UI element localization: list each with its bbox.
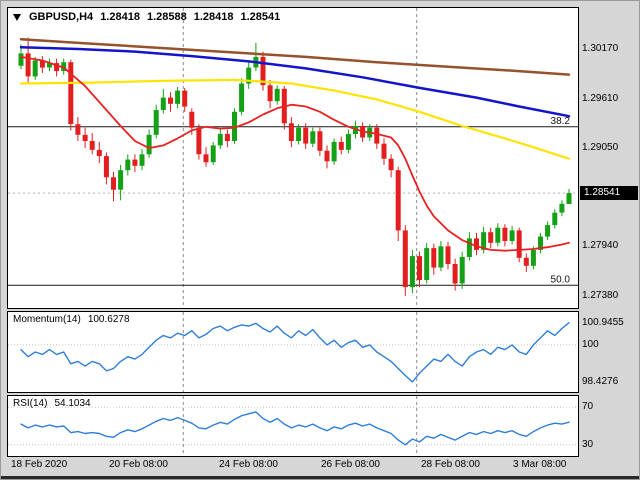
close-value: 1.28541 [240,11,281,23]
current-price-badge: 1.28541 [580,186,638,201]
svg-text:38.2: 38.2 [551,116,571,127]
time-axis-label: 3 Mar 08:00 [513,459,567,470]
svg-text:50.0: 50.0 [551,274,571,285]
momentum-title: Momentum(14) 100.6278 [13,314,130,325]
momentum-indicator-name: Momentum(14) [13,314,81,325]
window-bottom-edge [1,476,639,479]
rsi-axis-label: 70 [582,401,594,413]
time-axis-label: 28 Feb 08:00 [421,459,480,470]
momentum-current-value: 100.6278 [87,314,130,325]
momentum-axis-label: 100.9455 [582,316,624,328]
price-axis-label: 1.30170 [582,42,619,54]
time-axis-label: 20 Feb 08:00 [109,459,168,470]
rsi-canvas [8,396,578,456]
high-value: 1.28588 [146,11,187,23]
momentum-axis-label: 100 [582,338,599,350]
momentum-axis-label: 98.4276 [582,375,619,387]
price-axis-label: 1.27380 [582,289,619,301]
low-value: 1.28418 [193,11,234,23]
rsi-current-value: 54.1034 [54,398,91,409]
rsi-title: RSI(14) 54.1034 [13,398,91,409]
price-axis[interactable]: 1.30170 1.29610 1.29050 1.27940 1.27380 1.285… [580,1,639,479]
price-axis-label: 1.29050 [582,142,619,154]
price-axis-label: 1.29610 [582,92,619,104]
rsi-indicator-name: RSI(14) [13,398,48,409]
price-chart-panel[interactable]: 38.2 50.0 GBPUSD,H4 1.28418 1.28588 1.284… [7,7,579,309]
open-value: 1.28418 [100,11,140,23]
price-axis-label: 1.27940 [582,240,619,252]
rsi-axis-label: 30 [582,438,594,450]
time-axis-label: 24 Feb 08:00 [219,459,278,470]
time-axis-label: 18 Feb 2020 [11,459,68,470]
momentum-panel[interactable]: Momentum(14) 100.6278 [7,311,579,393]
momentum-canvas [8,312,578,392]
symbol-period-label: GBPUSD,H4 [29,11,94,23]
rsi-panel[interactable]: RSI(14) 54.1034 [7,395,579,457]
chart-header: GBPUSD,H4 1.28418 1.28588 1.28418 1.2854… [13,11,280,23]
time-axis[interactable]: 18 Feb 2020 20 Feb 08:00 24 Feb 08:00 26 Fe… [7,459,579,475]
time-axis-label: 26 Feb 08:00 [321,459,380,470]
price-chart-canvas: 38.2 50.0 [8,8,578,308]
symbol-triangle-icon [13,13,21,21]
